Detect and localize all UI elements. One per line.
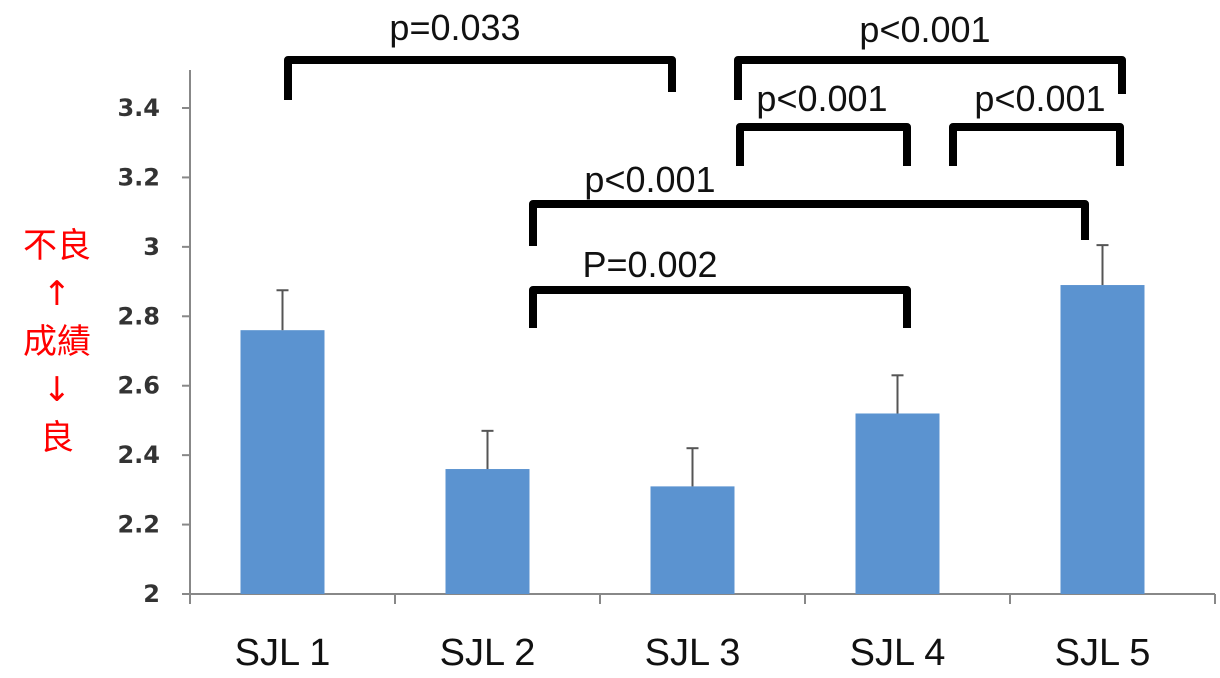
y-tick-label: 3.4	[117, 94, 160, 122]
significance-label: p<0.001	[974, 78, 1105, 119]
x-category-label: SJL 5	[1055, 632, 1151, 674]
x-category-label: SJL 3	[645, 632, 741, 674]
bar	[445, 469, 530, 594]
significance-bracket	[529, 200, 1089, 246]
x-category-label: SJL 4	[850, 632, 946, 674]
significance-bracket	[529, 286, 911, 328]
significance-label: p<0.001	[584, 159, 715, 200]
y-tick-label: 2.8	[117, 302, 160, 330]
significance-bracket	[284, 56, 676, 100]
y-label-line-3: 成績	[23, 322, 91, 362]
y-label-line-2: ↑	[42, 274, 72, 314]
x-category-label: SJL 2	[440, 632, 536, 674]
significance-bracket	[949, 123, 1124, 166]
y-axis-label: 不良 ↑ 成績 ↓ 良	[14, 222, 100, 462]
bar	[1060, 285, 1145, 594]
y-tick-label: 2.2	[117, 511, 160, 539]
y-label-line-5: 良	[40, 418, 74, 458]
x-category-label: SJL 1	[235, 632, 331, 674]
y-tick-label: 2	[143, 580, 160, 608]
significance-label: p<0.001	[756, 78, 887, 119]
bars	[240, 285, 1145, 594]
error-bars	[276, 244, 1109, 487]
significance-bracket	[734, 56, 1126, 100]
significance-label: P=0.002	[582, 244, 717, 285]
y-tick-label: 2.6	[117, 372, 160, 400]
significance-label: p=0.033	[389, 7, 520, 48]
y-tick-label: 2.4	[117, 441, 160, 469]
bar	[855, 413, 940, 594]
significance-brackets: p=0.033 p<0.001 p<0.001 p<0.001 p<0.001 P=0.0…	[284, 7, 1126, 328]
y-label-line-1: 不良	[23, 226, 91, 266]
significance-bracket	[736, 123, 911, 166]
y-tick-label: 3	[143, 233, 160, 261]
y-tick-label: 3.2	[117, 163, 160, 191]
bar	[650, 486, 735, 594]
y-label-line-4: ↓	[42, 370, 72, 410]
bar	[240, 330, 325, 594]
significance-label: p<0.001	[859, 9, 990, 50]
